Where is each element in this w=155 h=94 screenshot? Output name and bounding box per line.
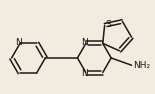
Text: S: S xyxy=(106,20,111,29)
Text: N: N xyxy=(15,38,22,47)
Text: N: N xyxy=(81,69,88,78)
Text: NH₂: NH₂ xyxy=(133,61,150,70)
Text: N: N xyxy=(81,38,88,47)
